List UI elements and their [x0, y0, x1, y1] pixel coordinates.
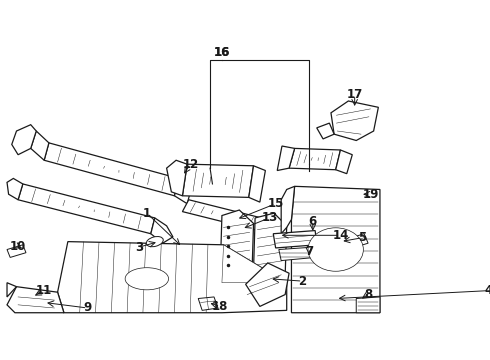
Polygon shape [317, 123, 334, 139]
Text: 18: 18 [212, 300, 228, 313]
Polygon shape [281, 186, 294, 234]
Polygon shape [222, 245, 287, 283]
Polygon shape [198, 297, 218, 310]
Polygon shape [182, 200, 262, 230]
Polygon shape [12, 125, 36, 155]
Polygon shape [356, 297, 380, 313]
Text: 12: 12 [182, 158, 198, 171]
Polygon shape [336, 150, 352, 174]
Text: 5: 5 [359, 231, 367, 244]
Polygon shape [339, 234, 368, 251]
Text: 7: 7 [305, 244, 313, 258]
Polygon shape [44, 143, 178, 196]
Polygon shape [7, 283, 17, 297]
Polygon shape [253, 213, 287, 283]
Polygon shape [18, 184, 155, 234]
Text: 14: 14 [332, 229, 348, 242]
Polygon shape [220, 210, 253, 281]
Polygon shape [245, 263, 289, 306]
Ellipse shape [125, 268, 169, 290]
Text: 13: 13 [261, 211, 277, 224]
Polygon shape [31, 131, 49, 160]
Text: 4: 4 [485, 284, 490, 297]
Text: 2: 2 [298, 275, 307, 288]
Polygon shape [292, 186, 380, 313]
Polygon shape [277, 146, 294, 171]
Polygon shape [58, 242, 287, 313]
Text: 10: 10 [10, 240, 26, 253]
Text: 3: 3 [135, 240, 143, 254]
Polygon shape [7, 245, 26, 257]
Text: 11: 11 [36, 284, 52, 297]
Polygon shape [331, 101, 378, 140]
Text: 1: 1 [143, 207, 151, 220]
Ellipse shape [147, 237, 163, 247]
Ellipse shape [308, 228, 364, 271]
Text: 17: 17 [346, 88, 363, 101]
Polygon shape [174, 179, 192, 204]
Polygon shape [7, 179, 23, 200]
Polygon shape [289, 148, 341, 170]
Polygon shape [356, 189, 373, 204]
Polygon shape [7, 287, 64, 313]
Text: 19: 19 [362, 188, 379, 201]
Polygon shape [182, 164, 253, 197]
Polygon shape [279, 247, 315, 261]
Polygon shape [249, 166, 266, 202]
Text: 9: 9 [83, 301, 92, 315]
Text: 6: 6 [309, 215, 317, 228]
Polygon shape [273, 230, 317, 248]
Text: 15: 15 [268, 197, 284, 210]
Text: 16: 16 [214, 45, 230, 59]
Text: 8: 8 [364, 288, 372, 301]
Polygon shape [167, 160, 187, 196]
Text: 16: 16 [214, 45, 230, 59]
Polygon shape [151, 218, 173, 243]
